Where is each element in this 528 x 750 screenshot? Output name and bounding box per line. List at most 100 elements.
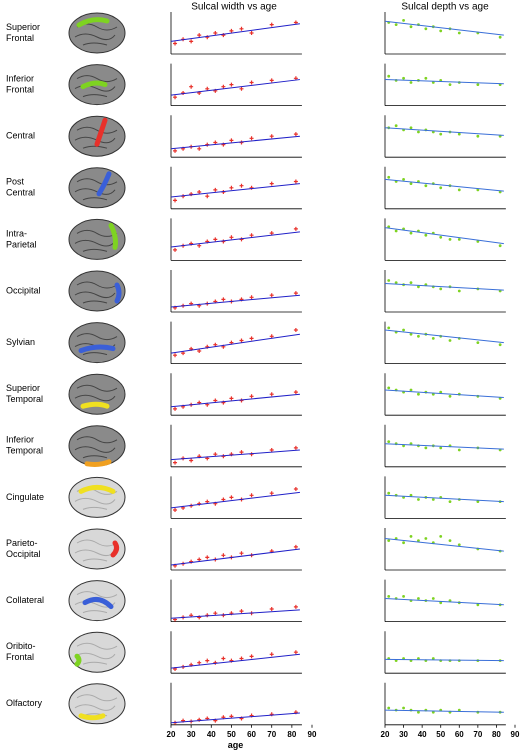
x-tick-label: 50 [227, 730, 236, 739]
data-point [431, 710, 435, 714]
data-point [269, 448, 274, 452]
data-point [249, 295, 254, 300]
region-label: Temporal [6, 446, 43, 456]
data-point [197, 501, 202, 506]
data-point [239, 183, 244, 188]
data-point [221, 656, 226, 661]
sulcus-highlight [84, 459, 112, 467]
brain-icon [68, 115, 126, 157]
brain-icon [68, 425, 126, 467]
data-point [457, 448, 461, 452]
panel-title: Sulcal width vs age [191, 2, 277, 13]
data-point [213, 31, 218, 35]
data-point [387, 595, 391, 598]
data-point [498, 343, 502, 347]
data-point [439, 390, 443, 394]
region-label: Temporal [6, 394, 43, 404]
data-point [457, 543, 461, 547]
trend-line [384, 538, 504, 552]
data-point [424, 233, 428, 237]
brain-folds [74, 436, 118, 459]
data-point [213, 398, 218, 403]
brain-icon [68, 167, 126, 209]
data-point [387, 74, 391, 78]
data-point [439, 446, 443, 450]
data-point [424, 76, 428, 80]
trend-line [170, 712, 300, 724]
trend-line [384, 282, 504, 291]
x-tick-label: 90 [511, 730, 520, 739]
data-point [409, 388, 413, 392]
data-point [402, 541, 405, 545]
region-label: Collateral [6, 595, 44, 605]
data-point [221, 239, 226, 244]
trend-line [384, 598, 504, 606]
data-point [189, 39, 194, 44]
region-label: Frontal [6, 84, 34, 94]
data-point [221, 84, 226, 89]
sulcus-highlight [80, 401, 110, 409]
data-point [173, 508, 178, 512]
data-point [431, 498, 435, 501]
data-point [293, 179, 298, 184]
data-point [457, 31, 461, 35]
data-point [409, 81, 413, 84]
data-point [448, 500, 452, 503]
data-point [239, 338, 244, 343]
data-point [239, 551, 244, 556]
data-point [213, 140, 218, 145]
data-point [409, 493, 413, 497]
data-point [173, 460, 178, 465]
sulcus-highlight [108, 222, 118, 250]
data-point [498, 35, 502, 39]
brain-icon [68, 373, 126, 415]
trend-line [170, 333, 300, 354]
data-point [269, 652, 274, 657]
sulcus-highlight [82, 596, 114, 610]
data-point [229, 495, 234, 500]
data-point [213, 611, 218, 616]
data-point [457, 132, 461, 136]
region-label: Oribito- [6, 641, 36, 651]
data-point [229, 235, 234, 240]
brain-folds [74, 642, 118, 665]
region-label: Inferior [6, 73, 34, 83]
data-point [249, 80, 254, 85]
data-point [269, 22, 274, 27]
data-point [197, 557, 202, 562]
data-point [439, 29, 443, 33]
trend-line [170, 653, 300, 669]
data-point [293, 650, 298, 655]
data-point [387, 491, 391, 495]
data-point [402, 19, 405, 22]
data-point [249, 394, 254, 399]
brain-folds [74, 281, 118, 304]
data-point [221, 497, 226, 502]
x-tick-label: 20 [167, 730, 176, 739]
data-point [457, 289, 461, 293]
data-point [387, 706, 391, 710]
data-point [249, 654, 254, 659]
data-point [173, 95, 178, 100]
data-point [173, 198, 178, 203]
data-point [239, 86, 244, 91]
data-point [448, 394, 452, 398]
data-point [221, 553, 226, 558]
trend-line [170, 231, 300, 248]
sulcus-highlight [80, 80, 108, 90]
trend-line [384, 389, 504, 399]
data-point [424, 184, 428, 188]
data-point [293, 487, 298, 491]
data-point [402, 328, 405, 332]
region-label: Cingulate [6, 492, 44, 502]
data-point [439, 235, 443, 239]
data-point [409, 126, 413, 130]
brain-icon [68, 528, 126, 570]
data-point [431, 597, 435, 600]
trend-line [384, 178, 504, 192]
region-label: Superior [6, 22, 40, 32]
data-point [173, 148, 178, 153]
data-point [293, 328, 298, 332]
data-point [476, 603, 480, 607]
data-point [205, 194, 210, 199]
